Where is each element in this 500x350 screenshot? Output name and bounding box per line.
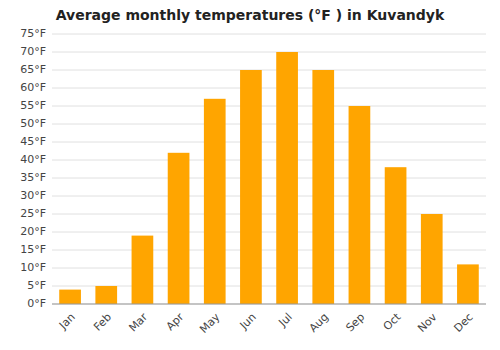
grid-line <box>52 52 486 53</box>
x-tick-label: Aug <box>307 311 331 335</box>
x-tick-label: Jul <box>276 311 295 330</box>
y-tick-label: 30°F <box>20 189 46 202</box>
x-axis: Jan Feb Mar Apr May Jun Jul Aug Sep Oct Nov Dec <box>56 310 476 336</box>
y-axis: 0°F 5°F 10°F 15°F 20°F 25°F 30°F 35°F 40°F 45°F 50… <box>20 27 46 310</box>
y-tick-label: 40°F <box>20 153 46 166</box>
grid-line <box>52 142 486 143</box>
x-tick-label: Nov <box>415 310 440 335</box>
y-tick-label: 65°F <box>20 63 46 76</box>
bar <box>312 70 334 304</box>
y-tick-label: 5°F <box>27 279 46 292</box>
y-tick-label: 70°F <box>20 45 46 58</box>
bar <box>204 99 226 304</box>
y-tick-label: 45°F <box>20 135 46 148</box>
bar <box>59 290 81 304</box>
x-tick-label: Sep <box>343 311 367 335</box>
y-tick-label: 25°F <box>20 207 46 220</box>
bar <box>457 264 479 304</box>
x-tick-label: Apr <box>164 310 187 333</box>
chart: 0°F 5°F 10°F 15°F 20°F 25°F 30°F 35°F 40°F 45°F 50… <box>0 0 500 350</box>
grid <box>52 34 486 304</box>
x-tick-label: Mar <box>126 310 150 334</box>
y-tick-label: 50°F <box>20 117 46 130</box>
bar <box>168 153 190 304</box>
grid-line <box>52 88 486 89</box>
x-tick-label: Dec <box>451 311 475 335</box>
y-tick-label: 60°F <box>20 81 46 94</box>
bar <box>240 70 262 304</box>
x-tick-label: Oct <box>381 310 404 333</box>
y-tick-label: 20°F <box>20 225 46 238</box>
y-tick-label: 55°F <box>20 99 46 112</box>
grid-line <box>52 34 486 35</box>
grid-line <box>52 196 486 197</box>
grid-line <box>52 304 486 305</box>
x-tick-label: May <box>197 310 223 336</box>
bar <box>421 214 443 304</box>
x-tick-label: Feb <box>91 311 114 334</box>
y-tick-label: 10°F <box>20 261 46 274</box>
bar <box>385 167 407 304</box>
grid-line <box>52 178 486 179</box>
y-tick-label: 35°F <box>20 171 46 184</box>
bar <box>349 106 371 304</box>
x-tick-label: Jan <box>56 311 78 333</box>
grid-line <box>52 124 486 125</box>
x-tick-label: Jun <box>237 311 259 333</box>
grid-line <box>52 70 486 71</box>
bar <box>276 52 298 304</box>
grid-line <box>52 106 486 107</box>
y-tick-label: 0°F <box>27 297 46 310</box>
bar <box>132 236 154 304</box>
title: Average monthly temperatures (°F ) in Ku… <box>56 7 445 23</box>
bars <box>59 52 479 304</box>
bar <box>95 286 117 304</box>
y-tick-label: 75°F <box>20 27 46 40</box>
grid-line <box>52 160 486 161</box>
x-axis-line <box>52 304 486 305</box>
y-tick-label: 15°F <box>20 243 46 256</box>
